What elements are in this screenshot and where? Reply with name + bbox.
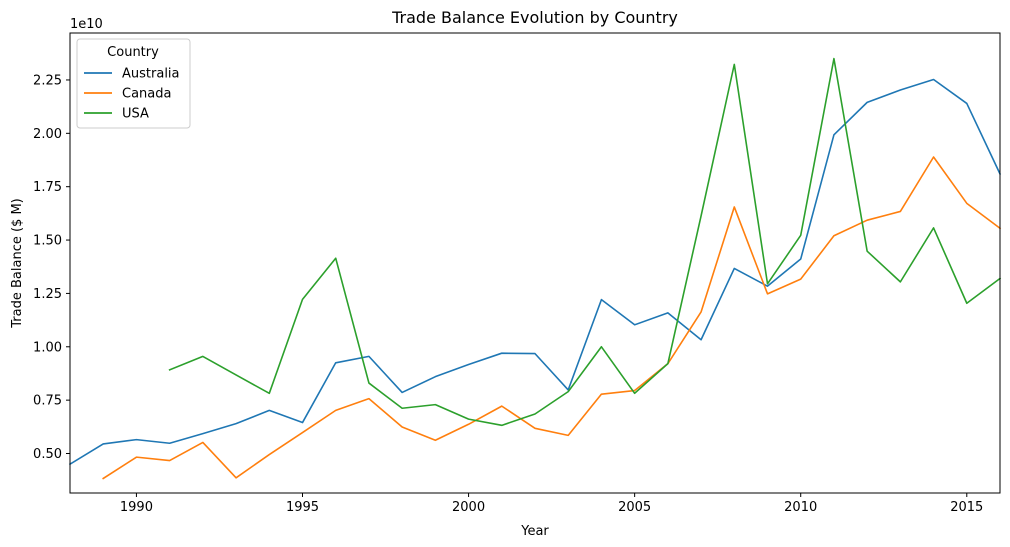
legend-label-usa: USA [122, 107, 149, 122]
y-tick-label: 1.25 [33, 287, 62, 302]
x-tick-label: 1990 [120, 500, 153, 515]
y-tick-label: 1.75 [33, 180, 62, 195]
x-axis-ticks: 1990 1995 2000 2005 2010 2015 [120, 493, 983, 515]
y-axis-label: Trade Balance ($ M) [10, 198, 25, 328]
x-tick-label: 2005 [618, 500, 651, 515]
chart-title: Trade Balance Evolution by Country [391, 8, 678, 27]
legend-label-australia: Australia [122, 67, 180, 82]
x-axis-label: Year [520, 524, 549, 539]
legend-frame [76, 38, 191, 129]
series-line-usa [168, 57, 1002, 427]
x-tick-label: 2000 [452, 500, 485, 515]
y-tick-label: 2.25 [33, 73, 62, 88]
x-tick-label: 2015 [950, 500, 983, 515]
y-tick-label: 0.50 [33, 447, 62, 462]
x-tick-label: 1995 [286, 500, 319, 515]
series-layer [68, 57, 1002, 480]
plot-frame [69, 32, 1001, 494]
y-tick-label: 0.75 [33, 394, 62, 409]
plot-area [68, 32, 1002, 494]
legend-title: Country [107, 45, 159, 60]
y-tick-label: 1.50 [33, 234, 62, 249]
y-tick-label: 2.00 [33, 127, 62, 142]
x-tick-label: 2010 [784, 500, 817, 515]
legend: Country Australia Canada USA [76, 38, 191, 129]
y-tick-label: 1.00 [33, 340, 62, 355]
y-offset-label: 1e10 [70, 17, 103, 32]
series-line-canada [102, 156, 1002, 480]
y-axis-ticks: 0.50 0.75 1.00 1.25 1.50 1.75 2.00 2.25 [33, 73, 70, 462]
legend-label-canada: Canada [122, 87, 171, 102]
legend-entries: Australia Canada USA [84, 67, 180, 122]
